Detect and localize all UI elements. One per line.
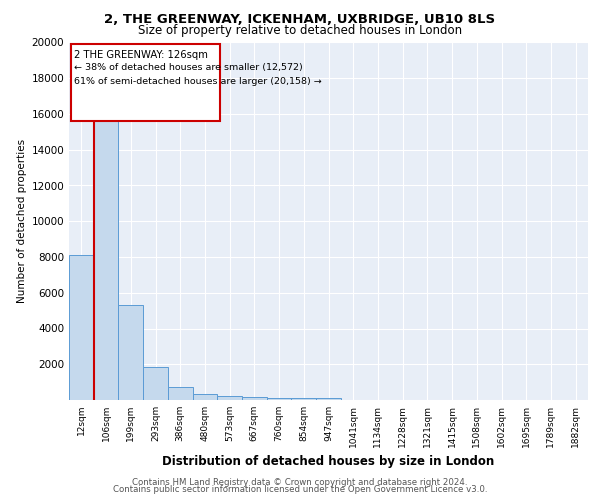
Bar: [69, 255, 94, 400]
Text: Contains public sector information licensed under the Open Government Licence v3: Contains public sector information licen…: [113, 485, 487, 494]
Bar: [242, 397, 267, 400]
Text: 2, THE GREENWAY, ICKENHAM, UXBRIDGE, UB10 8LS: 2, THE GREENWAY, ICKENHAM, UXBRIDGE, UB1…: [104, 13, 496, 26]
Text: Size of property relative to detached houses in London: Size of property relative to detached ho…: [138, 24, 462, 37]
X-axis label: Distribution of detached houses by size in London: Distribution of detached houses by size …: [163, 456, 494, 468]
Bar: [94, 105, 118, 400]
Bar: [217, 396, 242, 400]
Text: 61% of semi-detached houses are larger (20,158) →: 61% of semi-detached houses are larger (…: [74, 78, 322, 86]
Bar: [193, 394, 217, 400]
Bar: [118, 306, 143, 400]
Bar: [316, 398, 341, 400]
Bar: [267, 398, 292, 400]
Y-axis label: Number of detached properties: Number of detached properties: [17, 139, 27, 304]
FancyBboxPatch shape: [71, 44, 220, 121]
Bar: [292, 398, 316, 400]
Text: ← 38% of detached houses are smaller (12,572): ← 38% of detached houses are smaller (12…: [74, 63, 303, 72]
Text: 2 THE GREENWAY: 126sqm: 2 THE GREENWAY: 126sqm: [74, 50, 208, 59]
Bar: [143, 367, 168, 400]
Text: Contains HM Land Registry data © Crown copyright and database right 2024.: Contains HM Land Registry data © Crown c…: [132, 478, 468, 487]
Bar: [168, 388, 193, 400]
